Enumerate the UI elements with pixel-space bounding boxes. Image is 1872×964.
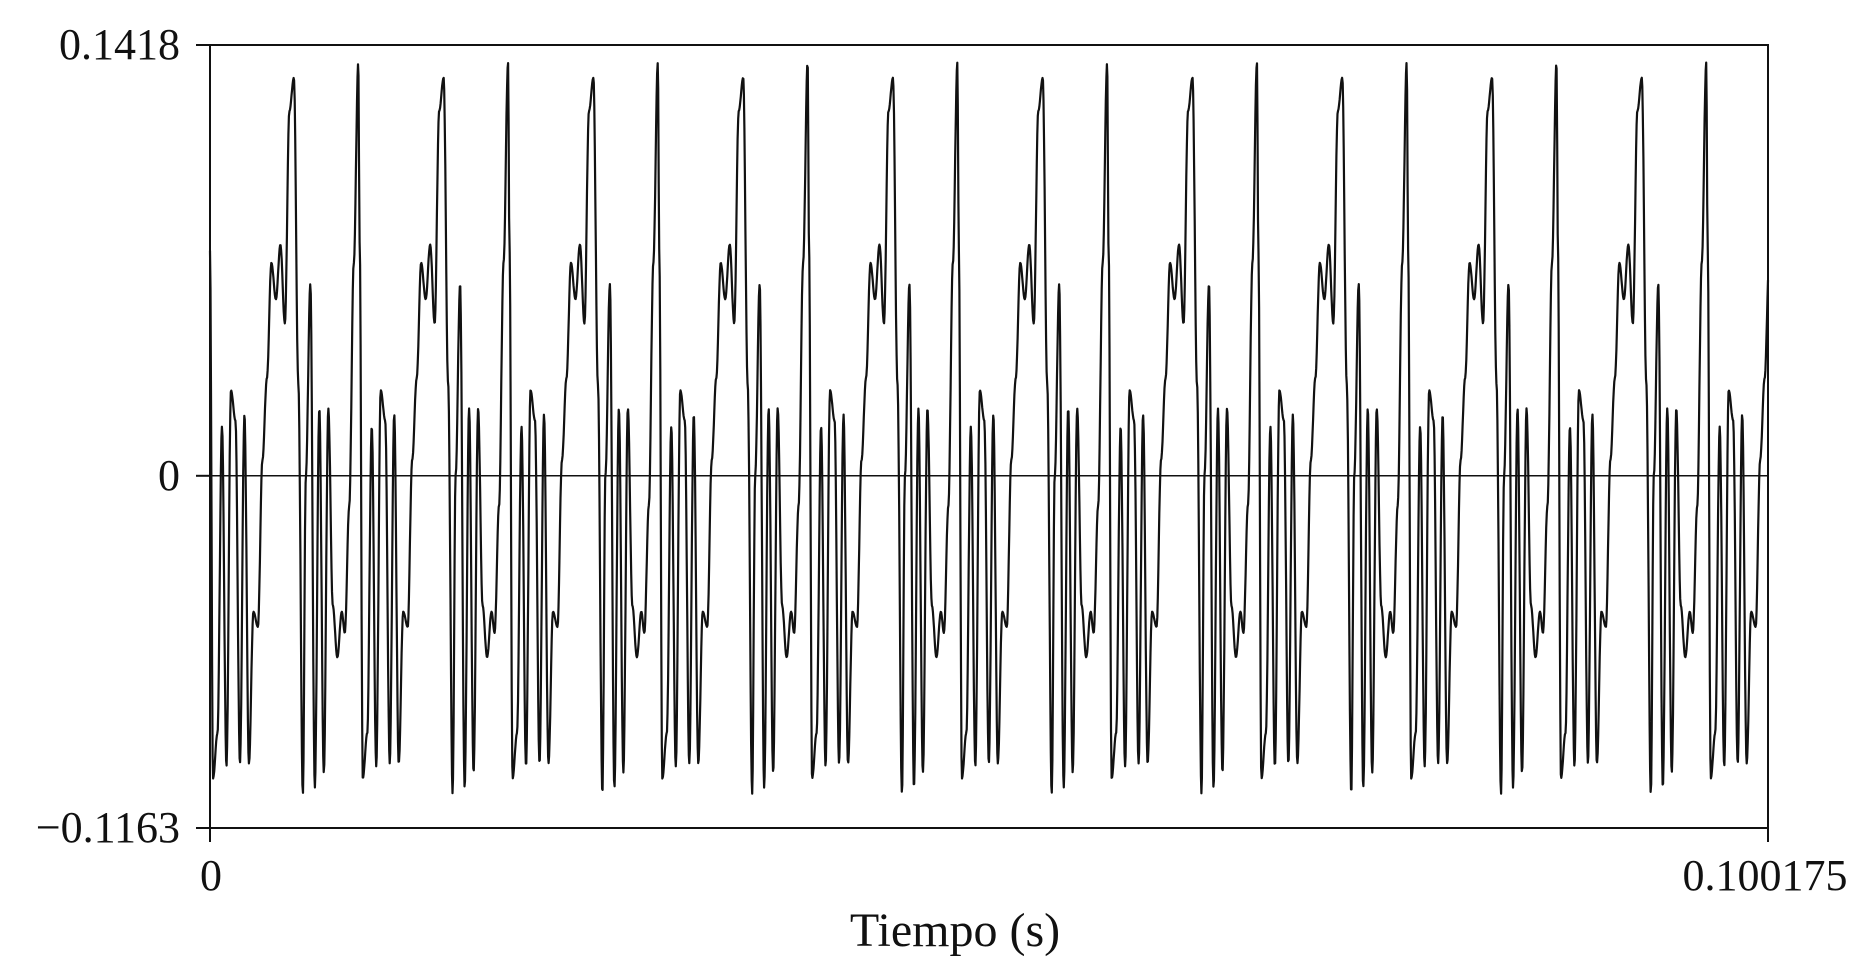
plot-frame (209, 44, 1769, 829)
x-tick-label-end: 0.100175 (1683, 851, 1848, 900)
waveform-line (208, 61, 1770, 795)
x-tick-label-start: 0 (200, 851, 222, 900)
y-tick-label-max: 0.1418 (59, 20, 180, 69)
y-tick-label-min: −0.1163 (36, 803, 180, 852)
y-tick-label-zero: 0 (158, 451, 180, 500)
x-axis-title: Tiempo (s) (850, 904, 1060, 957)
